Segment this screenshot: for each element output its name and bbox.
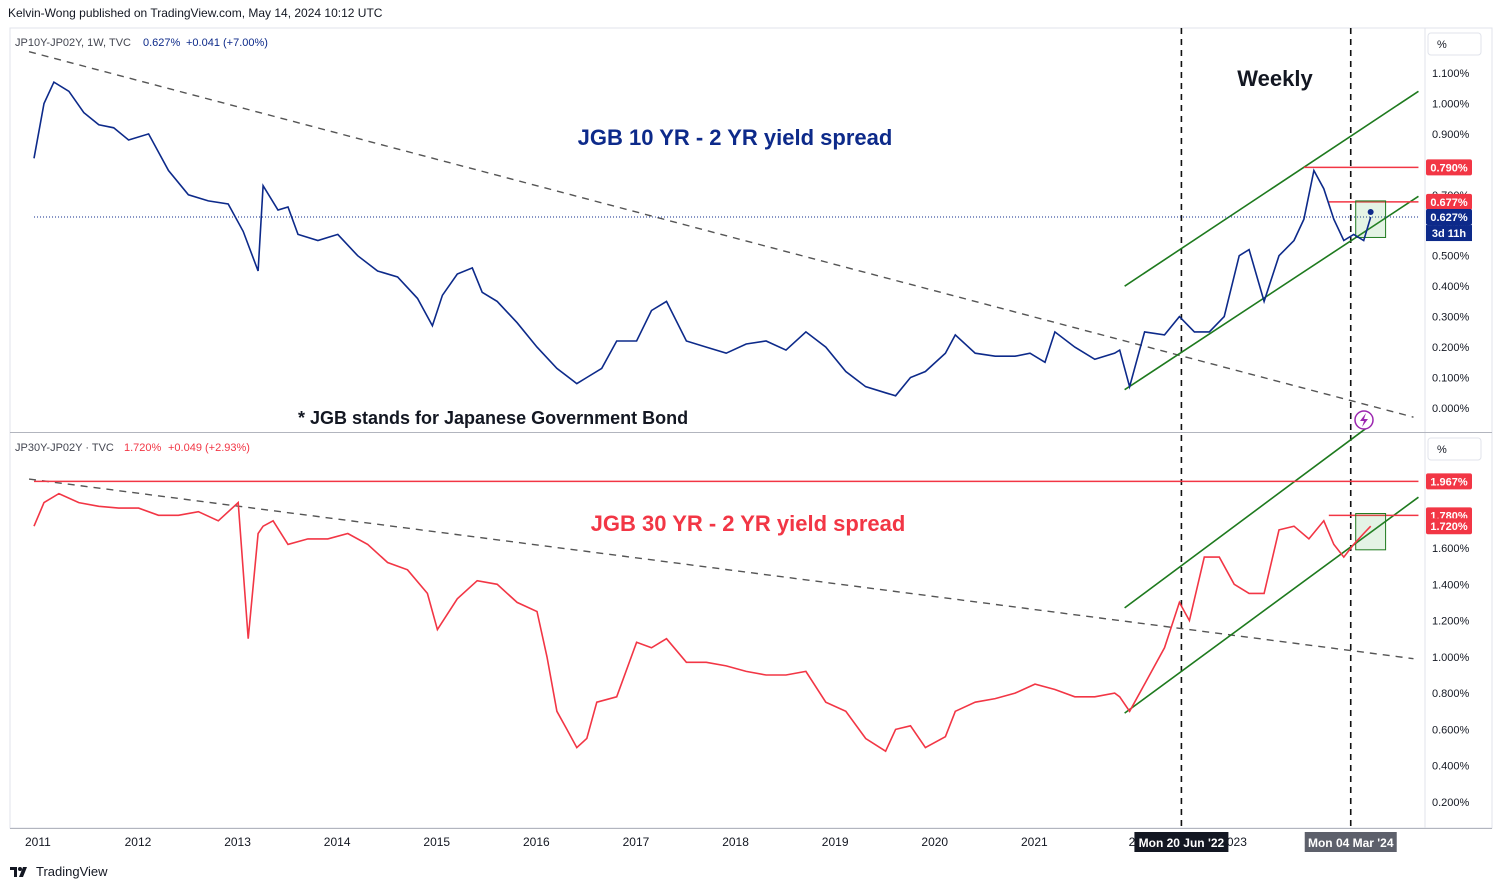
legend-last-value: 1.720% xyxy=(124,442,162,454)
top-y-tick: 0.200% xyxy=(1432,342,1470,354)
top-y-tick: 1.100% xyxy=(1432,68,1470,80)
price-label-text: 0.627% xyxy=(1430,212,1468,224)
top-channel-upper xyxy=(1124,90,1419,287)
bottom-y-tick: 0.400% xyxy=(1432,761,1470,773)
price-label-text: 0.677% xyxy=(1430,197,1468,209)
bottom-chart-title: JGB 30 YR - 2 YR yield spread xyxy=(591,511,906,536)
x-tick-label: 2012 xyxy=(125,835,152,849)
top-unit-label: % xyxy=(1437,39,1447,51)
jp10y-jp02y-series-line xyxy=(33,80,1372,397)
bottom-zone-box xyxy=(1355,513,1387,551)
top-symbol-legend: JP10Y-JP02Y, 1W, TVC xyxy=(15,37,131,49)
top-downtrend-line xyxy=(28,51,1414,418)
x-marker-box xyxy=(1304,832,1397,852)
bottom-symbol-legend: JP30Y-JP02Y · TVC xyxy=(15,442,114,454)
bottom-y-tick: 1.400% xyxy=(1432,579,1470,591)
top-y-tick: 0.500% xyxy=(1432,251,1470,263)
bottom-unit-label: % xyxy=(1437,444,1447,456)
x-tick-label: 2015 xyxy=(423,835,450,849)
x-tick-label: 2021 xyxy=(1021,835,1048,849)
top-unit-button xyxy=(1427,32,1482,56)
bottom-y-tick: 0.600% xyxy=(1432,724,1470,736)
x-marker-box xyxy=(1134,832,1229,852)
price-label-tag xyxy=(1426,209,1472,226)
bottom-channel-upper xyxy=(1124,425,1370,609)
weekly-annotation: Weekly xyxy=(1237,66,1313,91)
bottom-y-tick: 0.800% xyxy=(1432,688,1470,700)
legend-last-value: 0.627% xyxy=(143,37,181,49)
legend-change: +0.049 (+2.93%) xyxy=(168,442,250,454)
jp30y-jp02y-series-line xyxy=(33,492,1372,753)
x-tick-label: 2011 xyxy=(25,835,51,849)
x-tick-label: 2017 xyxy=(623,835,650,849)
top-y-tick: 0.900% xyxy=(1432,129,1470,141)
tradingview-logo-icon xyxy=(10,865,30,879)
bottom-unit-button xyxy=(1427,437,1482,461)
price-label-tag xyxy=(1426,159,1472,176)
x-marker-label: Mon 20 Jun '22 xyxy=(1139,836,1225,850)
price-label-text: 1.720% xyxy=(1430,521,1468,533)
price-label-tag xyxy=(1426,473,1472,490)
x-tick-label: 2020 xyxy=(921,835,948,849)
top-y-tick: 1.000% xyxy=(1432,98,1470,110)
top-last-point xyxy=(1367,209,1374,216)
bottom-downtrend-line xyxy=(28,478,1414,660)
x-tick-label: 2013 xyxy=(224,835,251,849)
top-y-tick: 0.100% xyxy=(1432,373,1470,385)
bottom-y-tick: 0.200% xyxy=(1432,797,1470,809)
x-marker-label: Mon 04 Mar '24 xyxy=(1308,836,1394,850)
x-tick-label: 2014 xyxy=(324,835,351,849)
footer-brand: TradingView xyxy=(36,864,108,879)
top-y-tick: 0.400% xyxy=(1432,281,1470,293)
countdown-text: 3d 11h xyxy=(1432,228,1467,240)
price-label-text: 1.967% xyxy=(1430,476,1468,488)
top-channel-lower xyxy=(1124,195,1419,391)
bottom-y-tick: 1.600% xyxy=(1432,543,1470,555)
top-y-tick: 0.300% xyxy=(1432,312,1470,324)
countdown-tag xyxy=(1426,225,1472,242)
legend-change: +0.041 (+7.00%) xyxy=(186,37,268,49)
publisher-header: Kelvin-Wong published on TradingView.com… xyxy=(8,6,383,20)
top-chart-title: JGB 10 YR - 2 YR yield spread xyxy=(578,125,893,150)
price-label-tag xyxy=(1426,193,1472,210)
x-tick-label: 2016 xyxy=(523,835,550,849)
jgb-note-annotation: * JGB stands for Japanese Government Bon… xyxy=(298,408,688,428)
alert-bolt-icon xyxy=(1360,413,1368,427)
x-tick-label: 2019 xyxy=(822,835,849,849)
price-label-text: 0.790% xyxy=(1430,162,1468,174)
price-label-tag xyxy=(1426,518,1472,535)
footer: TradingView xyxy=(10,864,108,879)
bottom-y-tick: 1.000% xyxy=(1432,652,1470,664)
bottom-channel-lower xyxy=(1124,496,1419,714)
top-y-tick: 0.000% xyxy=(1432,403,1470,415)
x-tick-label: 2018 xyxy=(722,835,749,849)
bottom-y-tick: 1.200% xyxy=(1432,616,1470,628)
